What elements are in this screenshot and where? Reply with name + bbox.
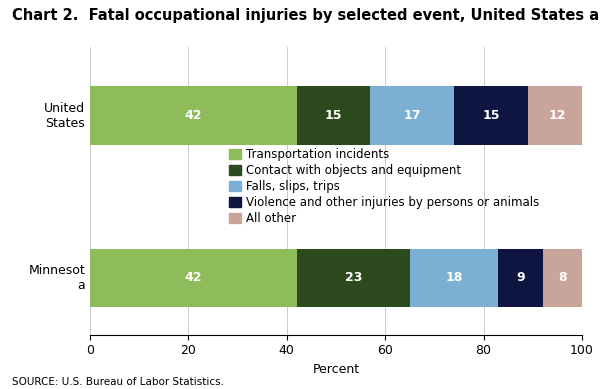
Text: 18: 18 xyxy=(445,271,463,284)
Bar xyxy=(90,86,296,145)
Bar xyxy=(528,86,587,145)
Text: 15: 15 xyxy=(325,109,342,122)
Text: 12: 12 xyxy=(548,109,566,122)
Bar xyxy=(90,249,296,307)
Bar xyxy=(296,249,410,307)
Text: 8: 8 xyxy=(558,271,566,284)
Text: 23: 23 xyxy=(344,271,362,284)
Bar xyxy=(370,86,454,145)
Text: Chart 2.  Fatal occupational injuries by selected event, United States and Minne: Chart 2. Fatal occupational injuries by … xyxy=(12,8,600,23)
Bar xyxy=(454,86,528,145)
Bar xyxy=(499,249,542,307)
Bar xyxy=(410,249,499,307)
Bar xyxy=(296,86,370,145)
Text: 15: 15 xyxy=(482,109,500,122)
Text: 9: 9 xyxy=(516,271,525,284)
X-axis label: Percent: Percent xyxy=(313,363,359,376)
Bar xyxy=(542,249,582,307)
Text: 17: 17 xyxy=(404,109,421,122)
Legend: Transportation incidents, Contact with objects and equipment, Falls, slips, trip: Transportation incidents, Contact with o… xyxy=(229,148,540,225)
Text: SOURCE: U.S. Bureau of Labor Statistics.: SOURCE: U.S. Bureau of Labor Statistics. xyxy=(12,377,224,387)
Text: 42: 42 xyxy=(185,271,202,284)
Text: 42: 42 xyxy=(185,109,202,122)
